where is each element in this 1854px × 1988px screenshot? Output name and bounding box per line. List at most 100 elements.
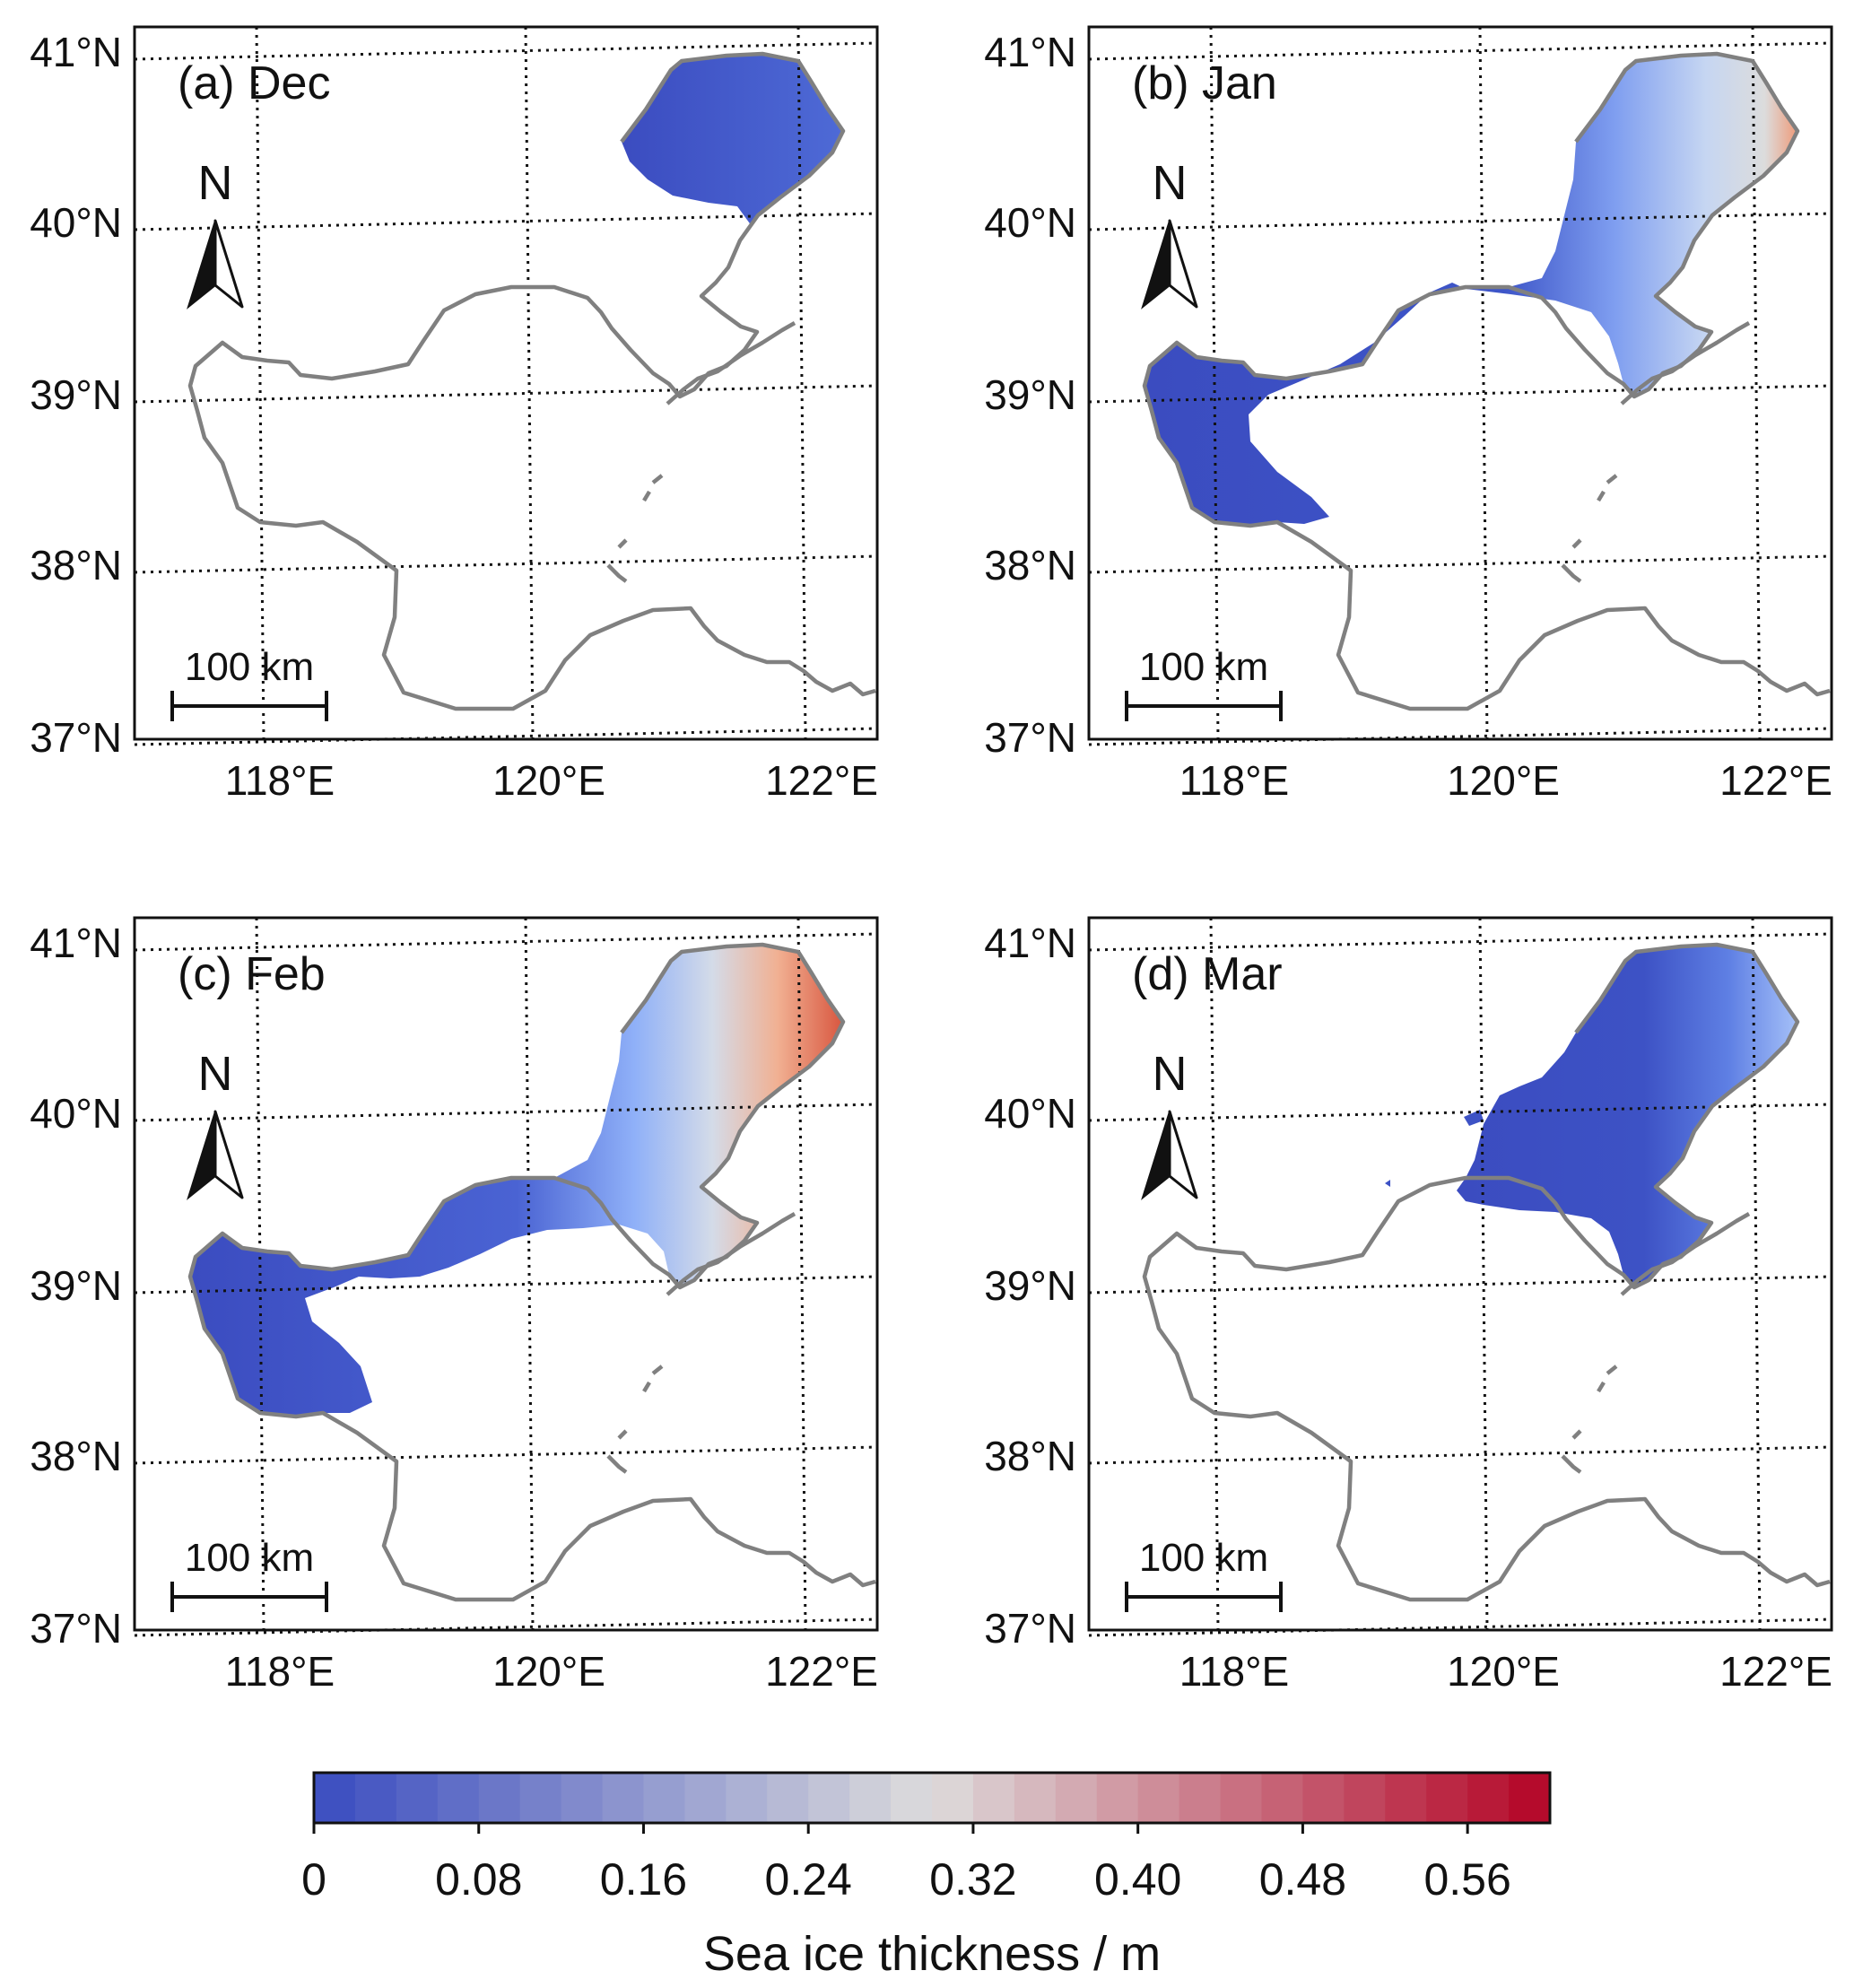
colorbar-bin bbox=[1344, 1773, 1386, 1823]
colorbar-bin bbox=[314, 1773, 356, 1823]
colorbar-bin bbox=[1179, 1773, 1222, 1823]
colorbar-bin bbox=[726, 1773, 768, 1823]
scale-bar-label: 100 km bbox=[1139, 645, 1268, 689]
north-arrow-icon bbox=[187, 219, 244, 309]
colorbar-tick-label: 0.16 bbox=[600, 1854, 687, 1905]
scale-bar-label: 100 km bbox=[185, 1536, 314, 1580]
sea-ice-field bbox=[1145, 54, 1797, 526]
colorbar-tick-label: 0.56 bbox=[1423, 1854, 1510, 1905]
lon-label: 122°E bbox=[1719, 757, 1832, 804]
colorbar-bin bbox=[808, 1773, 850, 1823]
sea-ice-field bbox=[190, 945, 843, 1417]
lat-label: 41°N bbox=[30, 920, 122, 966]
colorbar-bin bbox=[478, 1773, 521, 1823]
colorbar-bin bbox=[354, 1773, 397, 1823]
colorbar-bin bbox=[1096, 1773, 1139, 1823]
lat-label: 40°N bbox=[984, 199, 1076, 246]
colorbar-bin bbox=[684, 1773, 727, 1823]
colorbar-bin bbox=[767, 1773, 809, 1823]
lat-label: 39°N bbox=[30, 1262, 122, 1309]
colorbar-bin bbox=[1014, 1773, 1057, 1823]
colorbar-bin bbox=[437, 1773, 480, 1823]
colorbar: 0 0.08 0.16 0.24 0.32 0.40 0.48 0.56 Sea ice thi… bbox=[301, 1771, 1552, 1981]
colorbar-bin bbox=[932, 1773, 974, 1823]
colorbar-bin bbox=[1137, 1773, 1180, 1823]
lat-label: 40°N bbox=[984, 1090, 1076, 1137]
colorbar-bin bbox=[972, 1773, 1015, 1823]
colorbar-tick-label: 0.40 bbox=[1094, 1854, 1181, 1905]
lat-label: 40°N bbox=[30, 1090, 122, 1137]
lon-label: 118°E bbox=[1179, 757, 1289, 804]
lon-label: 118°E bbox=[225, 1648, 335, 1695]
north-arrow-icon bbox=[1141, 1110, 1198, 1199]
lon-label: 122°E bbox=[1719, 1648, 1832, 1695]
lat-label: 37°N bbox=[30, 714, 122, 761]
colorbar-bin bbox=[1055, 1773, 1098, 1823]
lon-label: 120°E bbox=[1447, 757, 1560, 804]
colorbar-bin bbox=[1302, 1773, 1345, 1823]
graticule bbox=[134, 917, 878, 1637]
lat-label: 40°N bbox=[30, 199, 122, 246]
graticule bbox=[1088, 917, 1832, 1637]
panel-label: (c) Feb bbox=[178, 948, 326, 1000]
north-arrow-icon bbox=[187, 1110, 244, 1199]
scale-bar bbox=[170, 691, 328, 721]
map-frame bbox=[1087, 916, 1833, 1632]
colorbar-tick-label: 0 bbox=[301, 1854, 326, 1905]
lat-label: 37°N bbox=[30, 1605, 122, 1652]
lon-label: 122°E bbox=[765, 1648, 878, 1695]
lon-label: 120°E bbox=[492, 757, 605, 804]
map-panel-3: (c) Feb N 100 km 41°N 40°N 39°N 38°N 37°N 118°E 1… bbox=[30, 916, 879, 1695]
panel-label: (d) Mar bbox=[1132, 948, 1283, 1000]
colorbar-tick-label: 0.32 bbox=[929, 1854, 1016, 1905]
colorbar-bin bbox=[602, 1773, 645, 1823]
graticule bbox=[1088, 26, 1832, 746]
lat-label: 38°N bbox=[30, 542, 122, 589]
north-arrow-icon bbox=[1141, 219, 1198, 309]
lat-label: 39°N bbox=[30, 371, 122, 418]
scale-bar-label: 100 km bbox=[1139, 1536, 1268, 1580]
north-arrow-label: N bbox=[198, 1047, 233, 1101]
map-frame bbox=[133, 25, 879, 741]
map-panel-2: (b) Jan N 100 km 41°N 40°N 39°N 38°N 37°N 118°E 1… bbox=[984, 25, 1833, 804]
colorbar-bin bbox=[1426, 1773, 1468, 1823]
lat-label: 37°N bbox=[984, 714, 1076, 761]
lat-label: 41°N bbox=[984, 29, 1076, 75]
lon-label: 118°E bbox=[225, 757, 335, 804]
colorbar-bin bbox=[1509, 1773, 1551, 1823]
scale-bar-label: 100 km bbox=[185, 645, 314, 689]
scale-bar bbox=[170, 1582, 328, 1612]
panel-label: (a) Dec bbox=[178, 57, 330, 109]
lat-label: 41°N bbox=[984, 920, 1076, 966]
north-arrow-label: N bbox=[1153, 1047, 1188, 1101]
lat-label: 38°N bbox=[984, 1433, 1076, 1479]
lat-label: 41°N bbox=[30, 29, 122, 75]
colorbar-bin bbox=[891, 1773, 933, 1823]
colorbar-tick-label: 0.08 bbox=[435, 1854, 522, 1905]
colorbar-bin bbox=[519, 1773, 562, 1823]
map-panel-4: (d) Mar N 100 km 41°N 40°N 39°N 38°N 37°N 118°E 1… bbox=[984, 916, 1833, 1695]
colorbar-bin bbox=[1220, 1773, 1263, 1823]
colorbar-outline bbox=[312, 1771, 1552, 1825]
panel-label: (b) Jan bbox=[1132, 57, 1277, 109]
colorbar-title: Sea ice thickness / m bbox=[703, 1927, 1161, 1981]
map-panel-1: (a) Dec N 100 km 41°N 40°N 39°N 38°N 37°N 118°E 1… bbox=[30, 25, 879, 804]
lat-label: 39°N bbox=[984, 1262, 1076, 1309]
lat-label: 37°N bbox=[984, 1605, 1076, 1652]
lat-label: 39°N bbox=[984, 371, 1076, 418]
colorbar-bin bbox=[1385, 1773, 1427, 1823]
sea-ice-field bbox=[1457, 945, 1797, 1287]
north-arrow-label: N bbox=[198, 156, 233, 210]
lon-label: 120°E bbox=[492, 1648, 605, 1695]
colorbar-tick-label: 0.48 bbox=[1259, 1854, 1346, 1905]
colorbar-tick-label: 0.24 bbox=[765, 1854, 852, 1905]
colorbar-bin bbox=[643, 1773, 685, 1823]
lon-label: 120°E bbox=[1447, 1648, 1560, 1695]
graticule bbox=[134, 26, 878, 746]
colorbar-bin bbox=[396, 1773, 439, 1823]
map-frame bbox=[133, 916, 879, 1632]
scale-bar bbox=[1125, 1582, 1283, 1612]
colorbar-bin bbox=[1261, 1773, 1303, 1823]
lon-label: 122°E bbox=[765, 757, 878, 804]
